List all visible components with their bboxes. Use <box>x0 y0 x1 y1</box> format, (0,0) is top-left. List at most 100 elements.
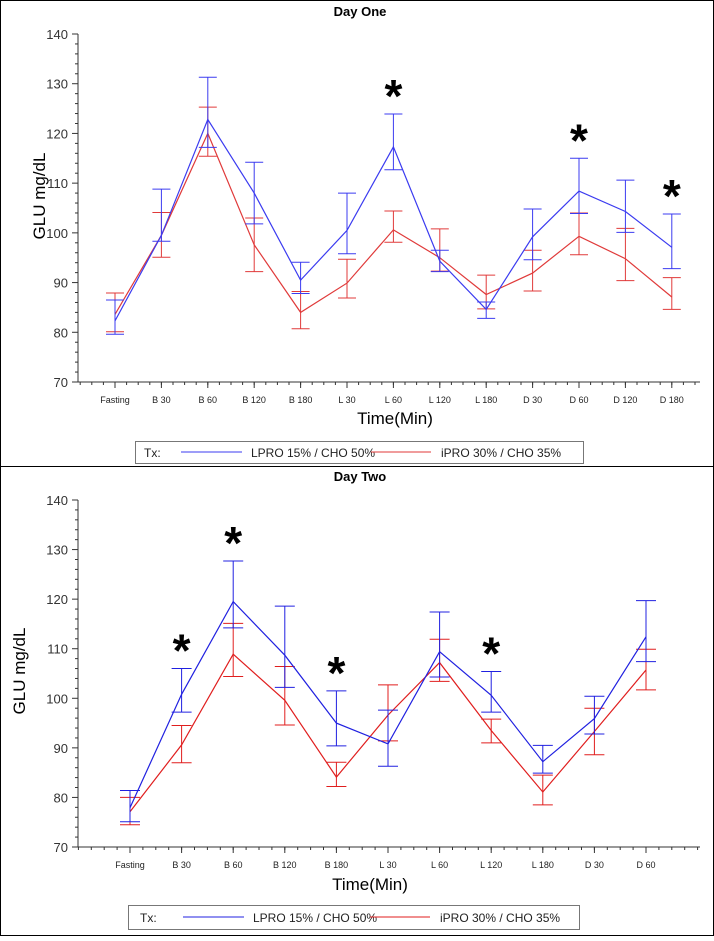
error-bar <box>326 690 347 747</box>
panel-title: Day One <box>334 4 387 19</box>
error-bar <box>223 560 244 629</box>
x-tick-label: D 180 <box>660 395 684 405</box>
x-tick-label: L 60 <box>431 860 448 870</box>
x-tick-label: D 120 <box>613 395 637 405</box>
significance-marker: * <box>224 517 242 569</box>
error-bar <box>662 277 681 310</box>
x-tick-label: D 60 <box>636 860 655 870</box>
x-tick-label: L 30 <box>379 860 396 870</box>
x-tick-label: D 60 <box>569 395 588 405</box>
error-bar <box>338 192 356 255</box>
y-tick-label: 90 <box>54 276 68 291</box>
legend-label-ipro: iPRO 30% / CHO 35% <box>440 911 560 925</box>
error-bar <box>481 671 502 713</box>
legend: Tx: LPRO 15% / CHO 50% iPRO 30% / CHO 35… <box>135 441 584 464</box>
y-tick-label: 140 <box>46 493 68 508</box>
panel-day-two: Day Two GLU mg/dL Time(Min) Tx: LPRO 15%… <box>0 466 714 936</box>
legend-box <box>135 441 584 464</box>
legend-title: Tx: <box>144 446 161 460</box>
y-tick-label: 100 <box>46 691 68 706</box>
legend-box <box>128 905 580 930</box>
x-axis-title: Time(Min) <box>332 875 408 894</box>
error-bar <box>429 611 450 678</box>
x-tick-label: B 120 <box>242 395 266 405</box>
legend-label-ipro: iPRO 30% / CHO 35% <box>441 446 561 460</box>
x-tick-label: Fasting <box>115 860 145 870</box>
error-bar <box>326 761 347 788</box>
error-bar <box>378 709 398 767</box>
x-tick-label: B 180 <box>289 395 313 405</box>
x-axis-title: Time(Min) <box>357 409 433 428</box>
x-tick-label: B 120 <box>273 860 297 870</box>
x-tick-label: Fasting <box>100 395 130 405</box>
error-bar <box>274 605 295 688</box>
y-tick-label: 80 <box>54 325 68 340</box>
error-bar <box>384 210 403 243</box>
x-tick-label: L 60 <box>385 395 402 405</box>
x-tick-label: L 30 <box>338 395 355 405</box>
y-tick-label: 120 <box>46 592 68 607</box>
y-tick-label: 140 <box>46 27 68 42</box>
error-bar <box>223 622 244 677</box>
legend-title: Tx: <box>140 911 157 925</box>
error-bar <box>570 212 588 256</box>
x-tick-label: B 30 <box>172 860 191 870</box>
series-line <box>114 118 673 322</box>
error-bar <box>171 668 192 713</box>
error-bar <box>291 261 310 295</box>
error-bar <box>616 179 635 233</box>
y-tick-label: 110 <box>47 176 68 191</box>
significance-marker: * <box>173 625 191 677</box>
x-tick-label: B 60 <box>224 860 243 870</box>
error-bar <box>291 291 310 330</box>
y-tick-label: 70 <box>54 375 68 390</box>
panel-title: Day Two <box>334 469 387 484</box>
y-axis-title: GLU mg/dL <box>30 153 49 240</box>
x-tick-label: D 30 <box>585 860 604 870</box>
error-bar <box>384 113 403 171</box>
legend-label-lpro: LPRO 15% / CHO 50% <box>251 446 375 460</box>
error-bar <box>523 208 542 261</box>
error-bar <box>662 213 681 270</box>
error-bar <box>106 299 124 335</box>
x-tick-label: L 120 <box>480 860 502 870</box>
series-lpro <box>106 76 681 335</box>
x-tick-label: L 180 <box>532 860 554 870</box>
panel-frame <box>0 466 714 936</box>
y-axis-title: GLU mg/dL <box>10 628 29 715</box>
x-tick-label: B 180 <box>325 860 349 870</box>
y-tick-label: 130 <box>46 543 68 558</box>
error-bar <box>152 188 171 242</box>
significance-marker: * <box>663 170 681 222</box>
error-bar <box>636 600 656 663</box>
error-bar <box>616 227 635 282</box>
error-bar <box>338 258 356 299</box>
error-bar <box>532 774 553 806</box>
significance-marker: * <box>482 628 500 680</box>
error-bar <box>120 789 140 823</box>
error-bar <box>570 157 588 214</box>
significance-marker: * <box>327 647 345 699</box>
error-bar <box>584 695 605 735</box>
y-tick-label: 100 <box>46 226 68 241</box>
y-tick-label: 90 <box>54 741 68 756</box>
y-tick-label: 70 <box>54 840 68 855</box>
series-line <box>129 600 647 809</box>
error-bar <box>532 744 553 774</box>
x-tick-label: L 120 <box>429 395 451 405</box>
series-lpro <box>120 560 656 823</box>
significance-marker: * <box>384 70 402 122</box>
legend-label-lpro: LPRO 15% / CHO 50% <box>253 911 377 925</box>
error-bar <box>198 76 217 148</box>
significance-marker: * <box>570 114 588 166</box>
x-tick-label: B 60 <box>199 395 218 405</box>
y-tick-label: 110 <box>47 642 68 657</box>
y-tick-label: 120 <box>46 126 68 141</box>
legend: Tx: LPRO 15% / CHO 50% iPRO 30% / CHO 35… <box>128 905 580 930</box>
x-tick-label: B 30 <box>152 395 171 405</box>
x-tick-label: L 180 <box>475 395 497 405</box>
panel-day-one: Day One GLU mg/dL Time(Min) Tx: LPRO 15%… <box>0 0 714 467</box>
y-tick-label: 130 <box>46 77 68 92</box>
x-tick-label: D 30 <box>523 395 542 405</box>
